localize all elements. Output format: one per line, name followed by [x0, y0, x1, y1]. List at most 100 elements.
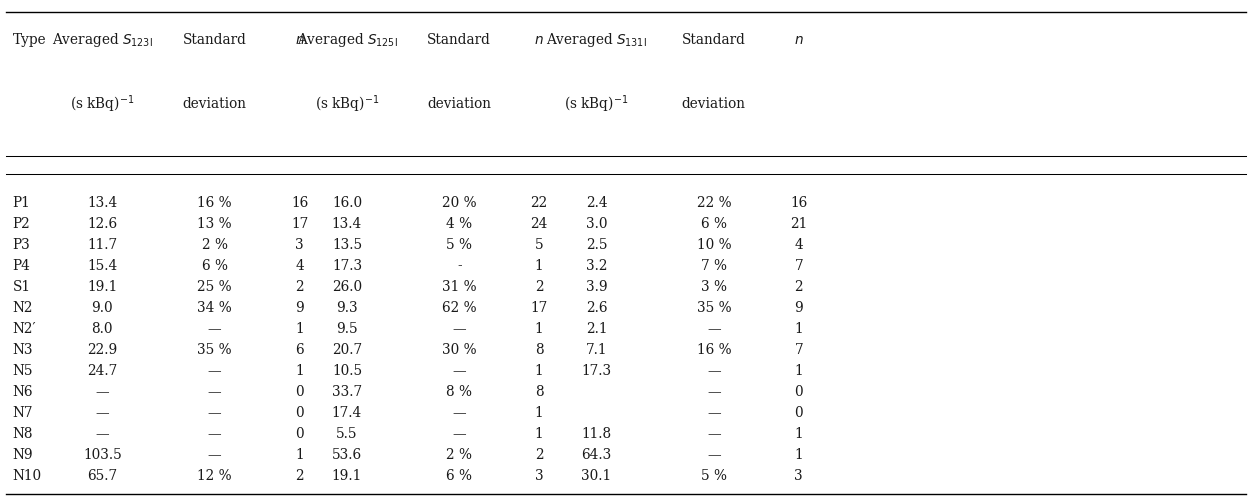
Text: 7: 7 [795, 259, 802, 273]
Text: 2.1: 2.1 [585, 322, 608, 336]
Text: 0: 0 [296, 406, 303, 420]
Text: 3: 3 [296, 239, 303, 252]
Text: P2: P2 [12, 217, 30, 231]
Text: 21: 21 [790, 217, 807, 231]
Text: 1: 1 [535, 259, 543, 273]
Text: 3: 3 [535, 469, 543, 483]
Text: N9: N9 [12, 448, 34, 462]
Text: 1: 1 [535, 364, 543, 378]
Text: 12 %: 12 % [197, 469, 232, 483]
Text: 9: 9 [295, 301, 305, 315]
Text: —: — [96, 427, 109, 441]
Text: 30.1: 30.1 [582, 469, 612, 483]
Text: 35 %: 35 % [696, 301, 731, 315]
Text: 2 %: 2 % [202, 239, 227, 252]
Text: 22.9: 22.9 [87, 343, 117, 357]
Text: 9.0: 9.0 [91, 301, 114, 315]
Text: 64.3: 64.3 [582, 448, 612, 462]
Text: 3 %: 3 % [701, 280, 726, 294]
Text: P1: P1 [12, 196, 30, 210]
Text: 2.5: 2.5 [585, 239, 608, 252]
Text: 2: 2 [535, 280, 543, 294]
Text: —: — [708, 385, 720, 399]
Text: 24: 24 [530, 217, 548, 231]
Text: 17: 17 [530, 301, 548, 315]
Text: 5.5: 5.5 [336, 427, 358, 441]
Text: —: — [453, 406, 466, 420]
Text: P3: P3 [12, 239, 30, 252]
Text: deviation: deviation [182, 97, 247, 111]
Text: —: — [208, 385, 221, 399]
Text: deviation: deviation [681, 97, 746, 111]
Text: Averaged $S_{123\mathrm{I}}$: Averaged $S_{123\mathrm{I}}$ [52, 31, 152, 49]
Text: 16.0: 16.0 [332, 196, 362, 210]
Text: N3: N3 [12, 343, 32, 357]
Text: 13.5: 13.5 [332, 239, 362, 252]
Text: 8 %: 8 % [447, 385, 472, 399]
Text: N2: N2 [12, 301, 32, 315]
Text: 19.1: 19.1 [87, 280, 117, 294]
Text: Type: Type [12, 33, 46, 47]
Text: P4: P4 [12, 259, 30, 273]
Text: —: — [96, 406, 109, 420]
Text: —: — [208, 448, 221, 462]
Text: 1: 1 [795, 448, 802, 462]
Text: 2: 2 [296, 280, 303, 294]
Text: 12.6: 12.6 [87, 217, 117, 231]
Text: 10 %: 10 % [696, 239, 731, 252]
Text: 1: 1 [296, 364, 303, 378]
Text: 19.1: 19.1 [332, 469, 362, 483]
Text: —: — [208, 322, 221, 336]
Text: —: — [208, 364, 221, 378]
Text: 35 %: 35 % [197, 343, 232, 357]
Text: 62 %: 62 % [442, 301, 477, 315]
Text: 2: 2 [535, 448, 543, 462]
Text: 16: 16 [790, 196, 807, 210]
Text: 3.0: 3.0 [585, 217, 608, 231]
Text: 9.3: 9.3 [336, 301, 358, 315]
Text: 10.5: 10.5 [332, 364, 362, 378]
Text: 4: 4 [794, 239, 804, 252]
Text: 2.6: 2.6 [585, 301, 608, 315]
Text: 1: 1 [795, 364, 802, 378]
Text: 1: 1 [535, 322, 543, 336]
Text: $n$: $n$ [295, 33, 305, 47]
Text: 3: 3 [795, 469, 802, 483]
Text: 53.6: 53.6 [332, 448, 362, 462]
Text: —: — [208, 427, 221, 441]
Text: —: — [96, 385, 109, 399]
Text: 24.7: 24.7 [87, 364, 117, 378]
Text: 16 %: 16 % [197, 196, 232, 210]
Text: 22 %: 22 % [696, 196, 731, 210]
Text: 25 %: 25 % [197, 280, 232, 294]
Text: 1: 1 [535, 427, 543, 441]
Text: 8: 8 [535, 385, 543, 399]
Text: 9: 9 [794, 301, 804, 315]
Text: 7: 7 [795, 343, 802, 357]
Text: N5: N5 [12, 364, 32, 378]
Text: 1: 1 [795, 427, 802, 441]
Text: 1: 1 [795, 322, 802, 336]
Text: 8.0: 8.0 [91, 322, 114, 336]
Text: 6 %: 6 % [447, 469, 472, 483]
Text: 5 %: 5 % [701, 469, 726, 483]
Text: —: — [708, 406, 720, 420]
Text: 65.7: 65.7 [87, 469, 117, 483]
Text: deviation: deviation [427, 97, 492, 111]
Text: —: — [208, 406, 221, 420]
Text: 17: 17 [291, 217, 308, 231]
Text: 0: 0 [795, 406, 802, 420]
Text: $n$: $n$ [794, 33, 804, 47]
Text: 0: 0 [795, 385, 802, 399]
Text: 5: 5 [535, 239, 543, 252]
Text: 31 %: 31 % [442, 280, 477, 294]
Text: 2 %: 2 % [447, 448, 472, 462]
Text: 7.1: 7.1 [585, 343, 608, 357]
Text: 13.4: 13.4 [87, 196, 117, 210]
Text: —: — [453, 322, 466, 336]
Text: 4: 4 [295, 259, 305, 273]
Text: 30 %: 30 % [442, 343, 477, 357]
Text: —: — [708, 448, 720, 462]
Text: 26.0: 26.0 [332, 280, 362, 294]
Text: 13 %: 13 % [197, 217, 232, 231]
